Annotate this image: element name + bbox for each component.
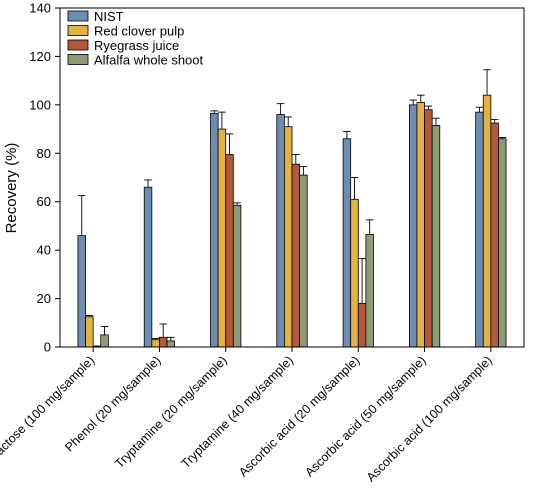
bar-3-2 bbox=[291, 163, 300, 348]
bar-0-1 bbox=[85, 316, 94, 348]
y-tick-label-5: 100 bbox=[29, 97, 51, 112]
bar-5-0 bbox=[408, 104, 418, 348]
bar-0-3 bbox=[100, 334, 109, 348]
bar-1-2 bbox=[159, 336, 168, 348]
bar-1-3 bbox=[166, 340, 176, 348]
legend-swatch-2 bbox=[67, 39, 89, 51]
bar-3-0 bbox=[276, 114, 285, 348]
y-axis-label: Recovery (%) bbox=[3, 143, 20, 234]
y-tick-label-2: 40 bbox=[37, 243, 51, 258]
bar-6-1 bbox=[482, 94, 492, 348]
bar-2-1 bbox=[217, 128, 227, 348]
legend-label-2: Ryegrass juice bbox=[94, 38, 179, 53]
legend-swatch-3 bbox=[67, 54, 89, 65]
legend-label-3: Alfalfa whole shoot bbox=[94, 53, 204, 68]
y-tick-label-6: 120 bbox=[29, 49, 51, 64]
bar-4-1 bbox=[350, 198, 359, 348]
error-bars-layer bbox=[77, 69, 507, 347]
legend-label-0: NIST bbox=[94, 9, 124, 24]
bar-2-0 bbox=[210, 112, 219, 348]
y-tick-label-1: 20 bbox=[37, 291, 51, 306]
bar-4-3 bbox=[365, 234, 374, 348]
bar-6-0 bbox=[475, 111, 484, 348]
bar-6-2 bbox=[490, 122, 499, 348]
bar-1-1 bbox=[151, 339, 160, 348]
bar-0-0 bbox=[77, 235, 86, 348]
bar-5-1 bbox=[416, 102, 425, 348]
y-tick-label-4: 80 bbox=[37, 146, 51, 161]
y-tick-label-7: 140 bbox=[29, 1, 51, 16]
bar-4-0 bbox=[342, 138, 352, 348]
bar-6-3 bbox=[498, 138, 507, 348]
bar-1-0 bbox=[143, 186, 153, 348]
bar-5-2 bbox=[424, 109, 433, 348]
legend-label-1: Red clover pulp bbox=[94, 24, 184, 39]
bar-4-2 bbox=[357, 303, 367, 348]
y-tick-label-3: 60 bbox=[37, 194, 51, 209]
bar-5-3 bbox=[431, 125, 441, 348]
bar-3-1 bbox=[283, 126, 293, 348]
bar-3-3 bbox=[299, 174, 308, 348]
bar-2-2 bbox=[225, 154, 234, 348]
y-tick-label-0: 0 bbox=[44, 340, 51, 355]
legend-swatch-1 bbox=[67, 25, 89, 36]
legend-swatch-0 bbox=[67, 10, 89, 22]
bar-2-3 bbox=[232, 204, 242, 348]
